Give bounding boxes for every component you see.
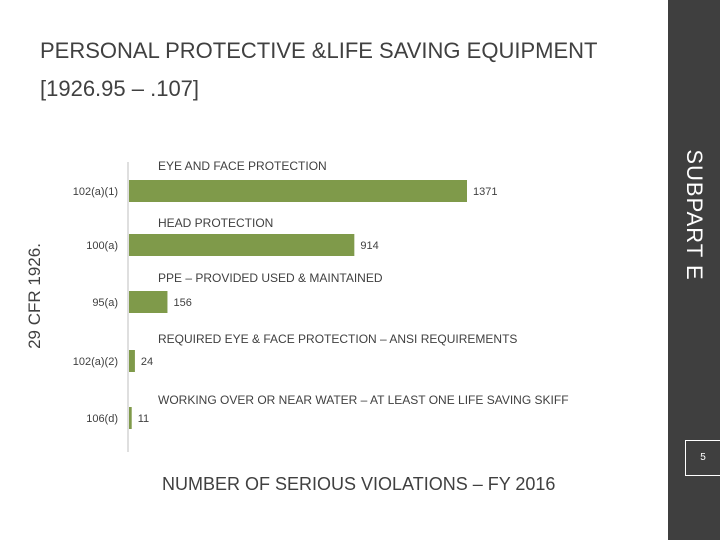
data-label-2: 156 <box>173 297 191 309</box>
category-label-2: 95(a) <box>92 297 118 309</box>
chart-title: NUMBER OF SERIOUS VIOLATIONS – FY 2016 <box>162 474 556 494</box>
bar-0 <box>129 180 467 202</box>
bar-description-0: EYE AND FACE PROTECTION <box>158 159 327 173</box>
page-number: 5 <box>685 440 720 476</box>
sidebar-band <box>668 0 720 540</box>
bar-description-1: HEAD PROTECTION <box>158 216 273 230</box>
category-label-1: 100(a) <box>86 240 118 252</box>
category-label-4: 106(d) <box>86 413 118 425</box>
bar-4 <box>129 407 132 429</box>
data-label-3: 24 <box>141 356 153 368</box>
bar-description-4: WORKING OVER OR NEAR WATER – AT LEAST ON… <box>158 393 569 407</box>
bar-description-2: PPE – PROVIDED USED & MAINTAINED <box>158 271 383 285</box>
data-label-1: 914 <box>360 240 378 252</box>
page-title-line2: [1926.95 – .107] <box>40 76 200 101</box>
bar-1 <box>129 234 355 256</box>
data-label-0: 1371 <box>473 186 497 198</box>
page-title: PERSONAL PROTECTIVE &LIFE SAVING EQUIPME… <box>40 32 597 108</box>
bar-description-3: REQUIRED EYE & FACE PROTECTION – ANSI RE… <box>158 332 517 346</box>
data-label-4: 11 <box>138 413 149 425</box>
category-label-3: 102(a)(2) <box>73 356 118 368</box>
bar-3 <box>129 350 135 372</box>
page-title-line1: PERSONAL PROTECTIVE &LIFE SAVING EQUIPME… <box>40 38 598 63</box>
bar-2 <box>129 291 168 313</box>
category-label-0: 102(a)(1) <box>73 186 118 198</box>
